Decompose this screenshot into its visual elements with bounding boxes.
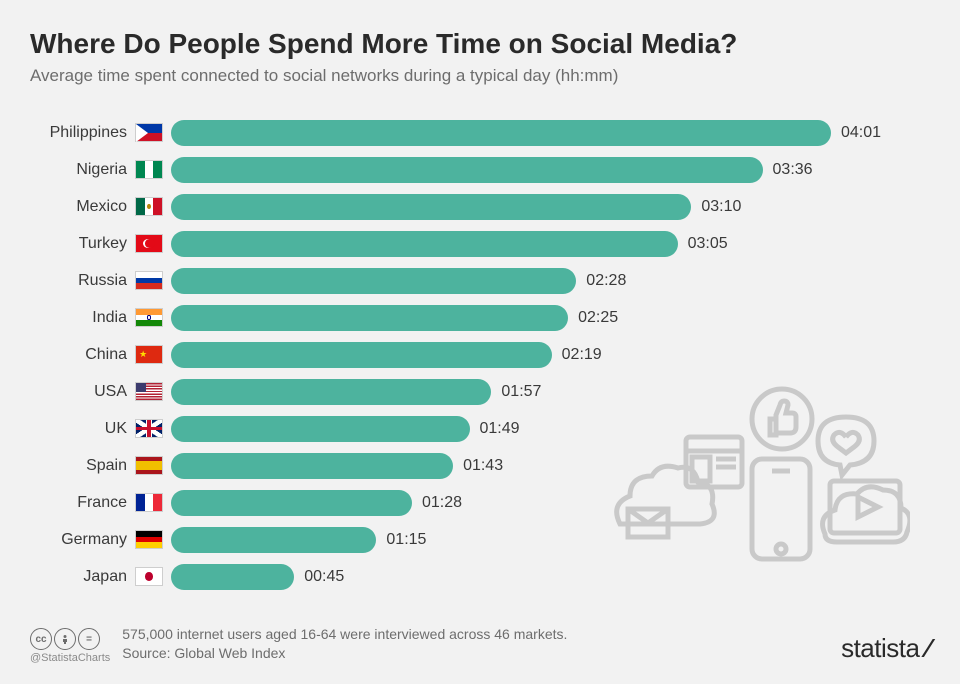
flag-in <box>135 308 163 327</box>
bar-value: 03:36 <box>773 161 813 179</box>
bar-value: 03:10 <box>701 198 741 216</box>
chart-title: Where Do People Spend More Time on Socia… <box>30 28 930 60</box>
bar-row: Philippines 04:01 <box>40 114 930 151</box>
flag-de <box>135 530 163 549</box>
bar-value: 01:57 <box>501 383 541 401</box>
bar <box>171 120 831 146</box>
flag-fr <box>135 493 163 512</box>
statista-logo: statista ⁄ <box>841 633 930 664</box>
flag-ph <box>135 123 163 142</box>
flag-mx <box>135 197 163 216</box>
bar <box>171 490 412 516</box>
country-label: Spain <box>40 457 135 475</box>
bar-row: India 02:25 <box>40 299 930 336</box>
bar <box>171 564 294 590</box>
flag-ru <box>135 271 163 290</box>
bar <box>171 416 470 442</box>
bar-row: France 01:28 <box>40 484 930 521</box>
cc-license-icons: cc = <box>30 628 110 650</box>
bar-value: 01:43 <box>463 457 503 475</box>
bar <box>171 231 678 257</box>
bar-row: Japan 00:45 <box>40 558 930 595</box>
bar-value: 02:28 <box>586 272 626 290</box>
country-label: Philippines <box>40 124 135 142</box>
bar-value: 02:25 <box>578 309 618 327</box>
bar-row: China★ 02:19 <box>40 336 930 373</box>
bar-row: UK 01:49 <box>40 410 930 447</box>
flag-jp <box>135 567 163 586</box>
flag-us <box>135 382 163 401</box>
bar-value: 01:15 <box>386 531 426 549</box>
bar-value: 03:05 <box>688 235 728 253</box>
country-label: India <box>40 309 135 327</box>
bar-row: Spain 01:43 <box>40 447 930 484</box>
country-label: Germany <box>40 531 135 549</box>
bar-row: Nigeria 03:36 <box>40 151 930 188</box>
flag-ng <box>135 160 163 179</box>
bar <box>171 194 691 220</box>
bar-value: 01:28 <box>422 494 462 512</box>
source-note: Source: Global Web Index <box>122 644 567 664</box>
country-label: Mexico <box>40 198 135 216</box>
footer: cc = @StatistaCharts 575,000 internet us… <box>30 625 930 664</box>
country-label: Turkey <box>40 235 135 253</box>
flag-cn: ★ <box>135 345 163 364</box>
bar <box>171 379 491 405</box>
bar-chart: Philippines 04:01 Nigeria 03:36 Mexico 03:10 T… <box>40 114 930 595</box>
bar-row: Mexico 03:10 <box>40 188 930 225</box>
flag-es <box>135 456 163 475</box>
country-label: Russia <box>40 272 135 290</box>
flag-tr <box>135 234 163 253</box>
country-label: USA <box>40 383 135 401</box>
bar <box>171 157 763 183</box>
country-label: Japan <box>40 568 135 586</box>
bar <box>171 268 576 294</box>
country-label: UK <box>40 420 135 438</box>
chart-subtitle: Average time spent connected to social n… <box>30 66 930 86</box>
cc-icon: cc <box>30 628 52 650</box>
country-label: China <box>40 346 135 364</box>
flag-uk <box>135 419 163 438</box>
bar-value: 02:19 <box>562 346 602 364</box>
bar-row: USA 01:57 <box>40 373 930 410</box>
by-icon <box>54 628 76 650</box>
bar-row: Germany 01:15 <box>40 521 930 558</box>
sample-note: 575,000 internet users aged 16-64 were i… <box>122 625 567 645</box>
country-label: France <box>40 494 135 512</box>
bar <box>171 527 376 553</box>
bar-value: 00:45 <box>304 568 344 586</box>
bar-row: Turkey 03:05 <box>40 225 930 262</box>
bar-value: 04:01 <box>841 124 881 142</box>
country-label: Nigeria <box>40 161 135 179</box>
nd-icon: = <box>78 628 100 650</box>
bar <box>171 342 552 368</box>
bar-row: Russia 02:28 <box>40 262 930 299</box>
bar-value: 01:49 <box>480 420 520 438</box>
bar <box>171 305 568 331</box>
twitter-handle: @StatistaCharts <box>30 652 110 664</box>
bar <box>171 453 453 479</box>
